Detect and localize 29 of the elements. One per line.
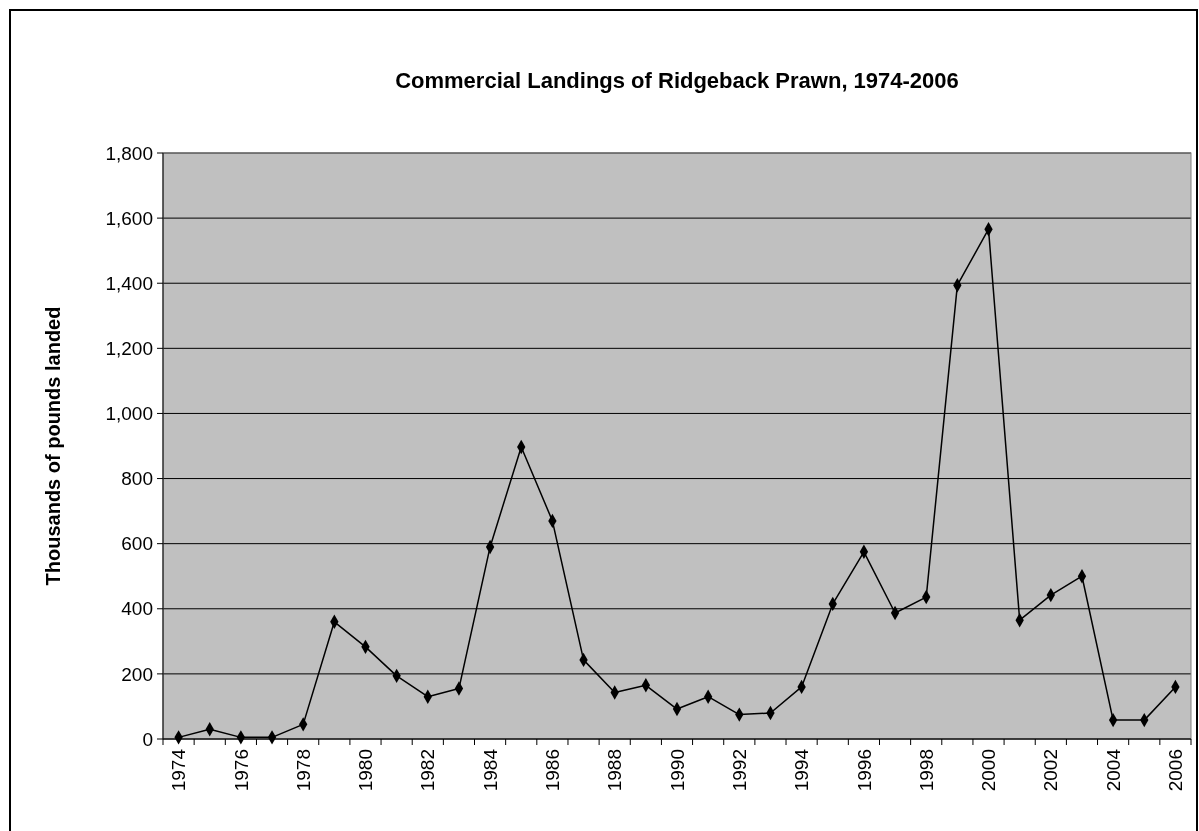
x-tick-label: 1982	[417, 749, 439, 792]
y-tick-label: 800	[121, 468, 153, 490]
y-tick-label: 0	[142, 728, 153, 750]
y-axis-title: Thousands of pounds landed	[42, 306, 64, 586]
x-tick-label: 2004	[1102, 748, 1124, 792]
y-tick-label: 1,000	[105, 403, 153, 425]
x-tick-label: 2006	[1165, 749, 1187, 792]
y-tick-label: 1,400	[105, 272, 153, 294]
chart-title: Commercial Landings of Ridgeback Prawn, 1974-2006	[395, 68, 959, 93]
x-tick-label: 2002	[1040, 749, 1062, 792]
y-tick-label: 1,600	[105, 207, 153, 229]
y-tick-label: 1,200	[105, 337, 153, 359]
x-tick-label: 1992	[728, 749, 750, 792]
x-tick-label: 1996	[853, 749, 875, 792]
y-tick-label: 1,800	[105, 142, 153, 164]
x-tick-label: 1994	[791, 748, 813, 792]
x-tick-label: 1990	[666, 749, 688, 792]
x-tick-label: 1978	[292, 749, 314, 792]
x-tick-label: 1980	[355, 749, 377, 792]
x-tick-label: 1988	[604, 749, 626, 792]
x-tick-label: 1974	[168, 748, 190, 792]
x-tick-label: 1976	[230, 749, 252, 792]
x-tick-label: 1986	[542, 749, 564, 792]
y-tick-label: 400	[121, 598, 153, 620]
y-tick-label: 200	[121, 663, 153, 685]
x-tick-label: 1984	[479, 748, 501, 792]
x-tick-label: 1998	[915, 749, 937, 792]
y-tick-label: 600	[121, 533, 153, 555]
x-tick-label: 2000	[978, 749, 1000, 792]
